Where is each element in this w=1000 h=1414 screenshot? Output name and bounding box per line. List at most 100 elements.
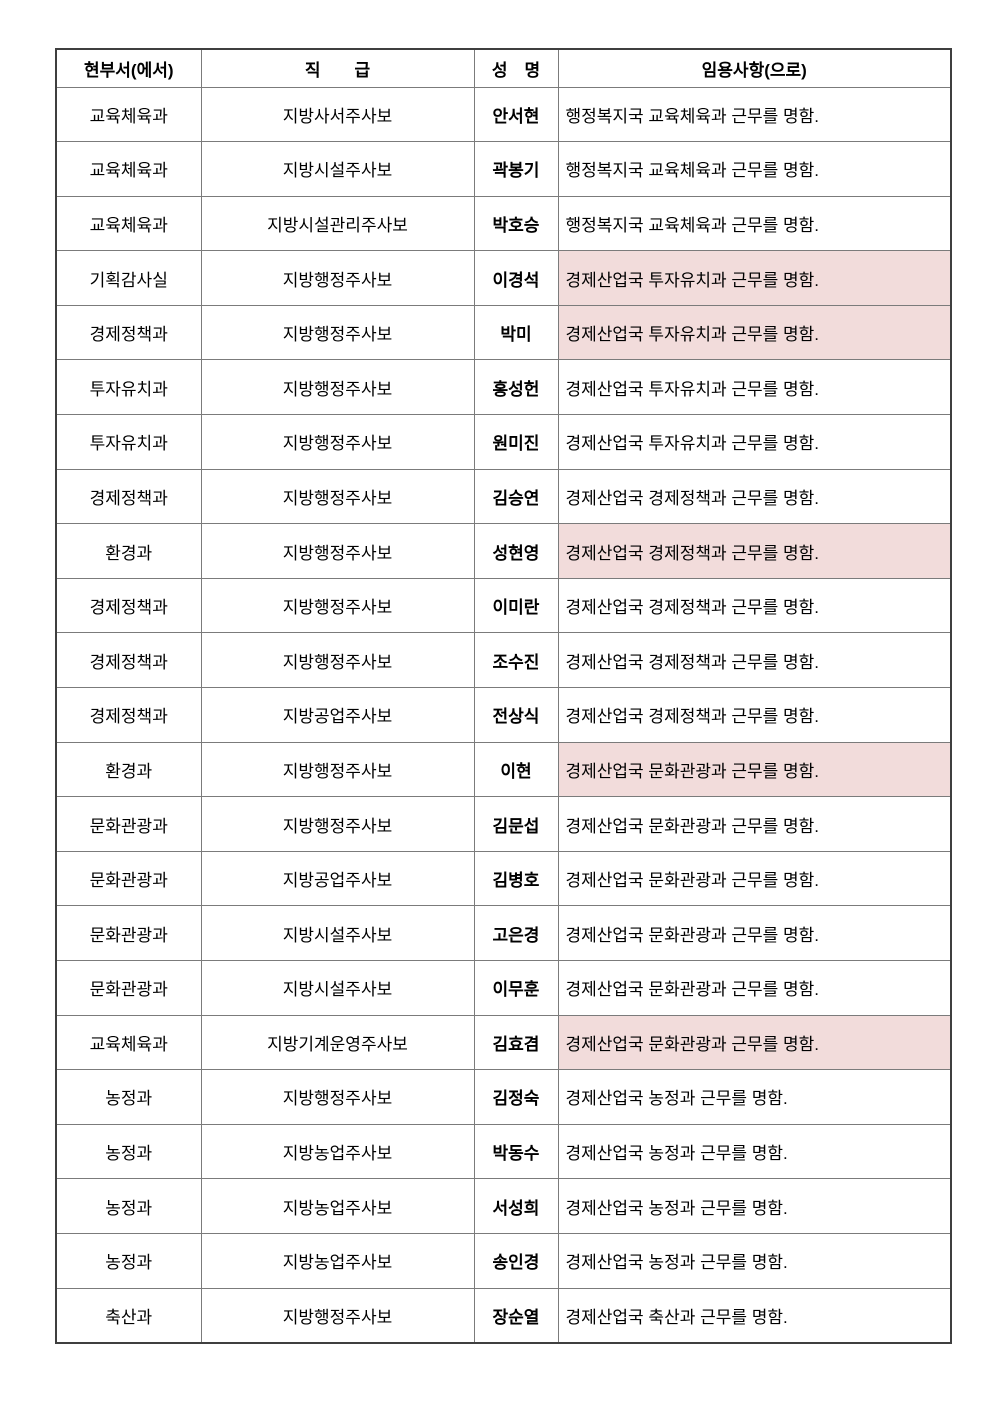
name-cell: 박동수	[473, 1123, 559, 1180]
rank-cell: 지방행정주사보	[200, 632, 475, 689]
rank-cell: 지방농업주사보	[200, 1232, 475, 1289]
dept-cell: 경제정책과	[55, 632, 202, 689]
table-row: 문화관광과 지방시설주사보 이무훈 경제산업국 문화관광과 근무를 명함.	[55, 960, 952, 1016]
dept-cell: 농정과	[55, 1232, 202, 1289]
name-cell: 송인경	[473, 1232, 559, 1289]
dept-cell: 경제정책과	[55, 468, 202, 525]
name-cell: 이미란	[473, 577, 559, 634]
rank-cell: 지방행정주사보	[200, 523, 475, 579]
name-cell: 이현	[473, 741, 559, 798]
rank-cell: 지방행정주사보	[200, 1069, 475, 1125]
dept-cell: 경제정책과	[55, 687, 202, 743]
dept-cell: 투자유치과	[55, 359, 202, 416]
assignment-cell-highlighted: 경제산업국 문화관광과 근무를 명함.	[557, 1014, 952, 1071]
name-cell: 김승연	[473, 468, 559, 525]
rank-cell: 지방행정주사보	[200, 1287, 475, 1344]
assignment-cell: 경제산업국 축산과 근무를 명함.	[557, 1287, 952, 1344]
rank-cell: 지방농업주사보	[200, 1178, 475, 1234]
name-cell: 김효겸	[473, 1014, 559, 1071]
table-row: 교육체육과 지방시설주사보 곽봉기 행정복지국 교육체육과 근무를 명함.	[55, 141, 952, 197]
name-cell: 이무훈	[473, 960, 559, 1016]
table-row: 교육체육과 지방시설관리주사보 박호승 행정복지국 교육체육과 근무를 명함.	[55, 195, 952, 252]
rank-cell: 지방행정주사보	[200, 468, 475, 525]
table-row: 농정과 지방농업주사보 서성희 경제산업국 농정과 근무를 명함.	[55, 1178, 952, 1234]
name-cell: 김문섭	[473, 796, 559, 852]
rank-cell: 지방행정주사보	[200, 250, 475, 306]
name-cell: 서성희	[473, 1178, 559, 1234]
table-row: 경제정책과 지방행정주사보 조수진 경제산업국 경제정책과 근무를 명함.	[55, 632, 952, 689]
name-cell: 고은경	[473, 905, 559, 961]
name-cell: 박미	[473, 304, 559, 361]
column-header-current-dept: 현부서(에서)	[55, 48, 202, 88]
dept-cell: 경제정책과	[55, 304, 202, 361]
dept-cell: 교육체육과	[55, 195, 202, 252]
table-row: 문화관광과 지방공업주사보 김병호 경제산업국 문화관광과 근무를 명함.	[55, 850, 952, 907]
column-header-name: 성 명	[473, 48, 559, 88]
assignment-cell: 행정복지국 교육체육과 근무를 명함.	[557, 141, 952, 197]
name-cell: 장순열	[473, 1287, 559, 1344]
table-row: 축산과 지방행정주사보 장순열 경제산업국 축산과 근무를 명함.	[55, 1287, 952, 1344]
name-cell: 이경석	[473, 250, 559, 306]
name-cell: 김정숙	[473, 1069, 559, 1125]
dept-cell: 농정과	[55, 1123, 202, 1180]
rank-cell: 지방행정주사보	[200, 577, 475, 634]
table-row: 투자유치과 지방행정주사보 홍성헌 경제산업국 투자유치과 근무를 명함.	[55, 359, 952, 416]
rank-cell: 지방시설주사보	[200, 960, 475, 1016]
assignment-cell: 경제산업국 농정과 근무를 명함.	[557, 1069, 952, 1125]
assignment-cell-highlighted: 경제산업국 투자유치과 근무를 명함.	[557, 304, 952, 361]
dept-cell: 문화관광과	[55, 960, 202, 1016]
rank-cell: 지방시설주사보	[200, 905, 475, 961]
dept-cell: 교육체육과	[55, 141, 202, 197]
assignment-cell: 경제산업국 문화관광과 근무를 명함.	[557, 796, 952, 852]
assignment-cell: 경제산업국 투자유치과 근무를 명함.	[557, 414, 952, 470]
name-cell: 원미진	[473, 414, 559, 470]
rank-cell: 지방행정주사보	[200, 741, 475, 798]
dept-cell: 교육체육과	[55, 86, 202, 143]
table-row: 농정과 지방행정주사보 김정숙 경제산업국 농정과 근무를 명함.	[55, 1069, 952, 1125]
rank-cell: 지방행정주사보	[200, 304, 475, 361]
assignment-cell: 행정복지국 교육체육과 근무를 명함.	[557, 86, 952, 143]
column-header-rank: 직 급	[200, 48, 475, 88]
assignment-cell-highlighted: 경제산업국 문화관광과 근무를 명함.	[557, 741, 952, 798]
assignment-cell: 행정복지국 교육체육과 근무를 명함.	[557, 195, 952, 252]
assignment-cell: 경제산업국 경제정책과 근무를 명함.	[557, 632, 952, 689]
rank-cell: 지방농업주사보	[200, 1123, 475, 1180]
table-row: 교육체육과 지방기계운영주사보 김효겸 경제산업국 문화관광과 근무를 명함.	[55, 1014, 952, 1071]
assignment-cell: 경제산업국 농정과 근무를 명함.	[557, 1232, 952, 1289]
name-cell: 박호승	[473, 195, 559, 252]
table-row: 기획감사실 지방행정주사보 이경석 경제산업국 투자유치과 근무를 명함.	[55, 250, 952, 306]
rank-cell: 지방공업주사보	[200, 850, 475, 907]
name-cell: 성현영	[473, 523, 559, 579]
dept-cell: 농정과	[55, 1069, 202, 1125]
table-row: 경제정책과 지방행정주사보 박미 경제산업국 투자유치과 근무를 명함.	[55, 304, 952, 361]
rank-cell: 지방행정주사보	[200, 359, 475, 416]
table-row: 경제정책과 지방공업주사보 전상식 경제산업국 경제정책과 근무를 명함.	[55, 687, 952, 743]
dept-cell: 문화관광과	[55, 905, 202, 961]
dept-cell: 기획감사실	[55, 250, 202, 306]
name-cell: 김병호	[473, 850, 559, 907]
table-row: 환경과 지방행정주사보 이현 경제산업국 문화관광과 근무를 명함.	[55, 741, 952, 798]
table-body: 교육체육과 지방사서주사보 안서현 행정복지국 교육체육과 근무를 명함. 교육체육과 지…	[55, 86, 952, 1344]
assignment-cell: 경제산업국 농정과 근무를 명함.	[557, 1178, 952, 1234]
name-cell: 전상식	[473, 687, 559, 743]
dept-cell: 환경과	[55, 523, 202, 579]
dept-cell: 교육체육과	[55, 1014, 202, 1071]
assignment-cell: 경제산업국 경제정책과 근무를 명함.	[557, 577, 952, 634]
assignment-cell: 경제산업국 문화관광과 근무를 명함.	[557, 905, 952, 961]
table-row: 환경과 지방행정주사보 성현영 경제산업국 경제정책과 근무를 명함.	[55, 523, 952, 579]
assignment-cell: 경제산업국 경제정책과 근무를 명함.	[557, 468, 952, 525]
column-header-assignment: 임용사항(으로)	[557, 48, 952, 88]
table-row: 농정과 지방농업주사보 송인경 경제산업국 농정과 근무를 명함.	[55, 1232, 952, 1289]
table-row: 교육체육과 지방사서주사보 안서현 행정복지국 교육체육과 근무를 명함.	[55, 86, 952, 143]
dept-cell: 농정과	[55, 1178, 202, 1234]
appointment-table: 현부서(에서) 직 급 성 명 임용사항(으로) 교육체육과 지방사서주사보 안서현…	[55, 48, 952, 1344]
table-row: 경제정책과 지방행정주사보 이미란 경제산업국 경제정책과 근무를 명함.	[55, 577, 952, 634]
dept-cell: 문화관광과	[55, 796, 202, 852]
table-row: 문화관광과 지방시설주사보 고은경 경제산업국 문화관광과 근무를 명함.	[55, 905, 952, 961]
name-cell: 홍성헌	[473, 359, 559, 416]
dept-cell: 문화관광과	[55, 850, 202, 907]
table-row: 경제정책과 지방행정주사보 김승연 경제산업국 경제정책과 근무를 명함.	[55, 468, 952, 525]
name-cell: 곽봉기	[473, 141, 559, 197]
assignment-cell: 경제산업국 투자유치과 근무를 명함.	[557, 359, 952, 416]
